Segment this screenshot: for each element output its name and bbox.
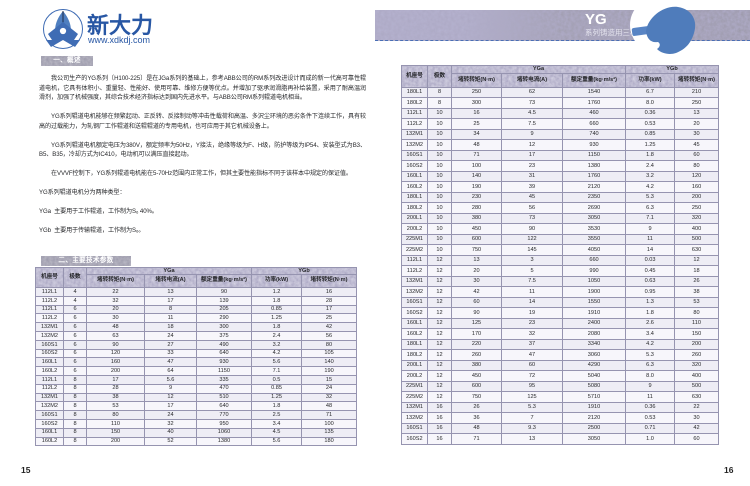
- svg-text:www.xdkdj.com: www.xdkdj.com: [87, 35, 150, 45]
